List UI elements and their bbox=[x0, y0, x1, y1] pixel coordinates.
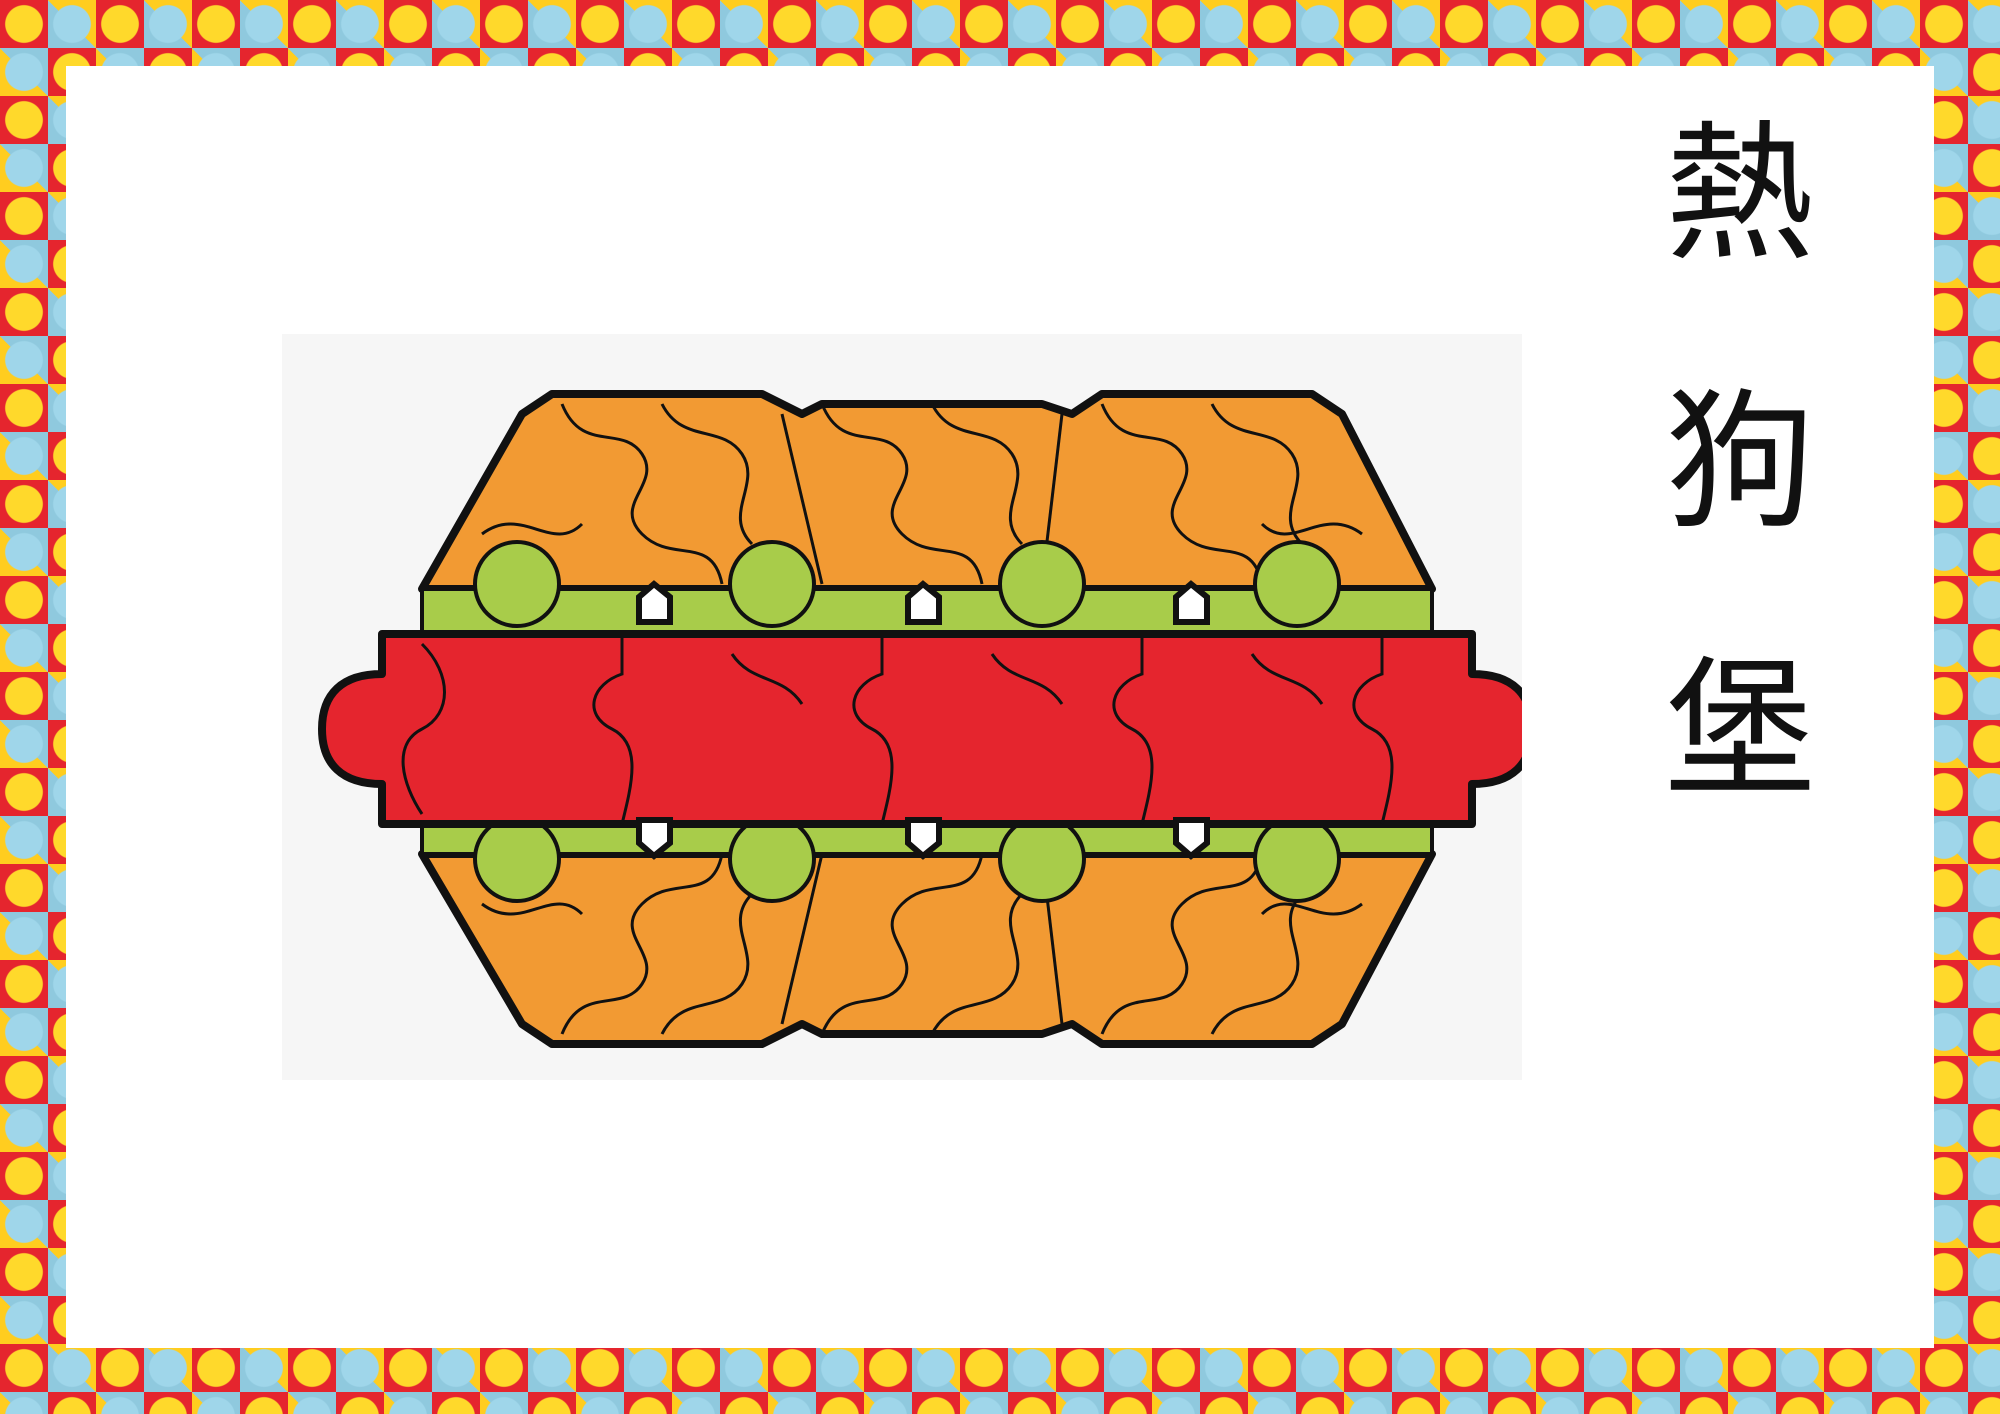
title-char-1: 熱 bbox=[1664, 108, 1815, 282]
title-char-2: 狗 bbox=[1664, 376, 1815, 550]
lettuce-top bbox=[420, 540, 1434, 636]
puzzle-panel bbox=[282, 334, 1522, 1080]
sausage bbox=[318, 630, 1522, 828]
bottom-bun bbox=[418, 850, 1436, 1048]
title-char-3: 堡 bbox=[1664, 644, 1815, 818]
vertical-title: 熱 狗 堡 bbox=[1640, 120, 1840, 924]
hexagon-gaps bbox=[636, 580, 1210, 860]
top-bun bbox=[418, 390, 1436, 593]
hotdog-puzzle-icon bbox=[318, 390, 1522, 1048]
